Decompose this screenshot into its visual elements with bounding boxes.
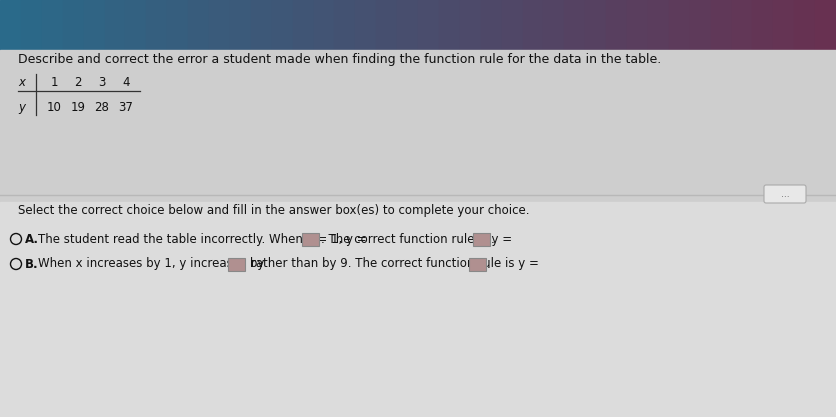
FancyBboxPatch shape bbox=[228, 258, 245, 271]
Bar bbox=[209, 0, 231, 50]
Text: A.: A. bbox=[25, 233, 39, 246]
Text: 4: 4 bbox=[122, 75, 130, 88]
Bar bbox=[397, 0, 419, 50]
FancyBboxPatch shape bbox=[764, 185, 806, 203]
Bar bbox=[648, 0, 670, 50]
Bar bbox=[104, 0, 126, 50]
Bar bbox=[522, 0, 544, 50]
Text: 1: 1 bbox=[50, 75, 58, 88]
Text: 2: 2 bbox=[74, 75, 82, 88]
Bar bbox=[251, 0, 273, 50]
Text: x: x bbox=[18, 75, 25, 88]
Bar bbox=[376, 0, 398, 50]
Bar bbox=[84, 0, 105, 50]
Bar bbox=[0, 0, 22, 50]
Text: 37: 37 bbox=[119, 100, 134, 113]
Bar bbox=[125, 0, 147, 50]
Bar bbox=[690, 0, 711, 50]
Bar bbox=[752, 0, 774, 50]
Bar bbox=[63, 0, 84, 50]
Bar bbox=[481, 0, 502, 50]
FancyBboxPatch shape bbox=[469, 258, 486, 271]
Bar bbox=[230, 0, 252, 50]
Text: When x increases by 1, y increases by: When x increases by 1, y increases by bbox=[38, 258, 268, 271]
Text: rather than by 9. The correct function rule is y =: rather than by 9. The correct function r… bbox=[247, 258, 543, 271]
Bar bbox=[815, 0, 836, 50]
Bar bbox=[502, 0, 523, 50]
Bar bbox=[460, 0, 482, 50]
Text: .: . bbox=[487, 258, 491, 271]
Bar bbox=[272, 0, 293, 50]
Bar bbox=[293, 0, 314, 50]
Text: Describe and correct the error a student made when finding the function rule for: Describe and correct the error a student… bbox=[18, 53, 661, 65]
Bar bbox=[0, 202, 836, 417]
Bar bbox=[627, 0, 649, 50]
Text: 28: 28 bbox=[94, 100, 110, 113]
Bar bbox=[773, 0, 795, 50]
Bar bbox=[146, 0, 168, 50]
Text: 10: 10 bbox=[47, 100, 61, 113]
Bar bbox=[0, 50, 836, 202]
Bar bbox=[314, 0, 335, 50]
Bar bbox=[355, 0, 377, 50]
FancyBboxPatch shape bbox=[302, 233, 319, 246]
Bar bbox=[42, 0, 64, 50]
FancyBboxPatch shape bbox=[473, 233, 490, 246]
Text: The student read the table incorrectly. When x = 1, y =: The student read the table incorrectly. … bbox=[38, 233, 370, 246]
Bar bbox=[439, 0, 461, 50]
Bar bbox=[564, 0, 586, 50]
Text: Select the correct choice below and fill in the answer box(es) to complete your : Select the correct choice below and fill… bbox=[18, 203, 529, 216]
Bar bbox=[167, 0, 189, 50]
Text: y: y bbox=[18, 100, 25, 113]
Bar bbox=[732, 0, 753, 50]
Bar bbox=[606, 0, 628, 50]
Text: B.: B. bbox=[25, 258, 38, 271]
Bar bbox=[418, 0, 440, 50]
Bar bbox=[585, 0, 607, 50]
Text: . The correct function rule is y =: . The correct function rule is y = bbox=[321, 233, 516, 246]
Bar bbox=[794, 0, 816, 50]
Bar bbox=[188, 0, 210, 50]
Bar bbox=[334, 0, 356, 50]
Text: 19: 19 bbox=[70, 100, 85, 113]
Bar bbox=[21, 0, 43, 50]
Text: ...: ... bbox=[781, 189, 789, 198]
Bar bbox=[543, 0, 565, 50]
Bar bbox=[669, 0, 691, 50]
Bar bbox=[711, 0, 732, 50]
Text: 3: 3 bbox=[99, 75, 105, 88]
Text: .: . bbox=[491, 233, 495, 246]
